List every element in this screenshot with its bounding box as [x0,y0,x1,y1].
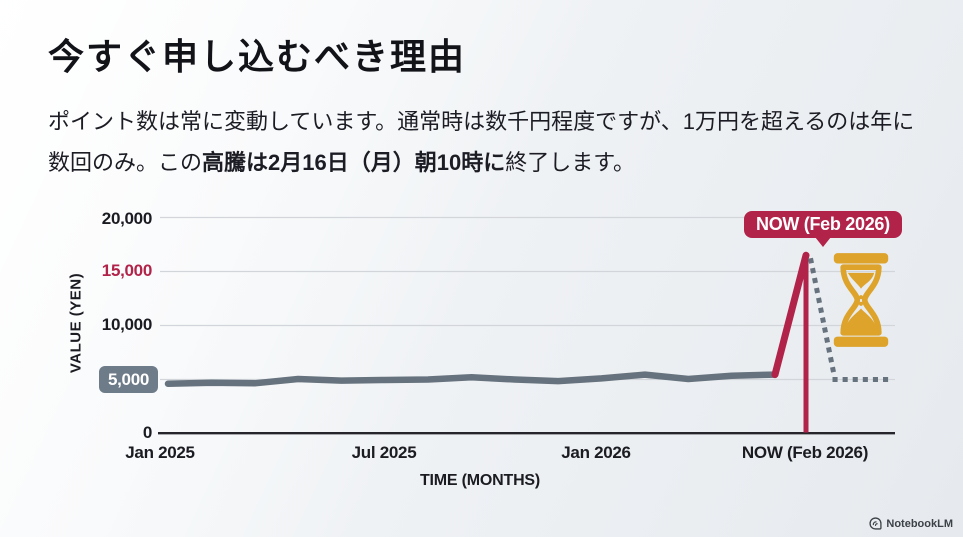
body-text-deadline: 高騰は2月16日（月）朝10時に [202,150,506,175]
y-tick-20000: 20,000 [101,209,153,228]
body-paragraph: ポイント数は常に変動しています。通常時は数千円程度ですが、1万円を超えるのは年に… [48,101,920,183]
y-tick-5000-badge: 5,000 [99,366,158,393]
page-title: 今すぐ申し込むべき理由 [48,36,467,77]
y-tick-10000: 10,000 [101,315,153,334]
x-tick-now-feb-2026: NOW (Feb 2026) [741,443,869,462]
spike-line [771,251,810,379]
projected-decline-dotted-line [808,257,893,382]
hourglass-icon [833,253,889,347]
notebooklm-branding: NotebookLM [869,517,953,530]
x-tick-jan-2026: Jan 2026 [561,443,631,462]
y-tick-15000: 15,000 [101,261,153,280]
x-tick-jan-2025: Jan 2025 [125,443,195,462]
body-text-normal-2: 終了します。 [505,150,636,175]
historical-value-line [164,371,779,388]
notebooklm-logo-icon [869,517,882,530]
y-axis-title: VALUE (YEN) [67,272,85,374]
x-tick-jul-2025: Jul 2025 [351,443,417,462]
y-tick-0: 0 [142,423,152,442]
now-annotation-badge: NOW (Feb 2026) [744,211,902,247]
notebooklm-logo-text: NotebookLM [886,517,953,530]
x-axis-title: TIME (MONTHS) [419,472,541,489]
body-text-normal: ポイント数は常に変動しています。通常時は数千円程度ですが、1万円を超えるのは年に… [48,109,915,175]
